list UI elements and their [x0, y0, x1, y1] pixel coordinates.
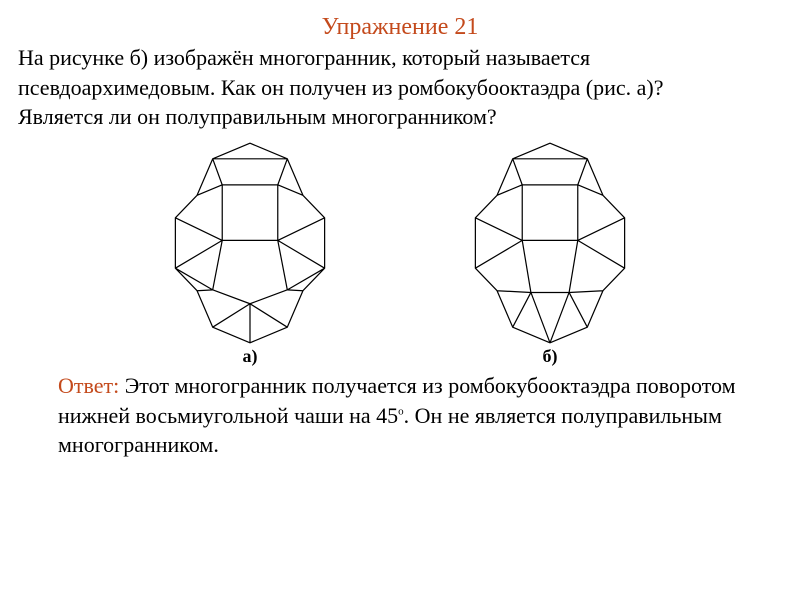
figure-b-label: б) [543, 346, 558, 367]
figures-row: а) б) [18, 138, 782, 367]
figure-b: б) [430, 138, 670, 367]
answer-block: Ответ: Этот многогранник получается из р… [18, 371, 782, 460]
figure-a: а) [130, 138, 370, 367]
question-text: На рисунке б) изображён многогранник, ко… [18, 43, 782, 132]
question-line-3: Является ли он полуправильным многогранн… [18, 104, 497, 129]
polyhedron-a-svg [145, 138, 355, 348]
figure-a-label: а) [243, 346, 258, 367]
polyhedron-b-path [475, 143, 624, 343]
question-line-2: псевдоархимедовым. Как он получен из ром… [18, 75, 663, 100]
polyhedron-a-path [175, 143, 324, 343]
polyhedron-b-svg [445, 138, 655, 348]
exercise-title: Упражнение 21 [18, 14, 782, 41]
question-line-1: На рисунке б) изображён многогранник, ко… [18, 45, 590, 70]
answer-label: Ответ: [58, 373, 125, 398]
